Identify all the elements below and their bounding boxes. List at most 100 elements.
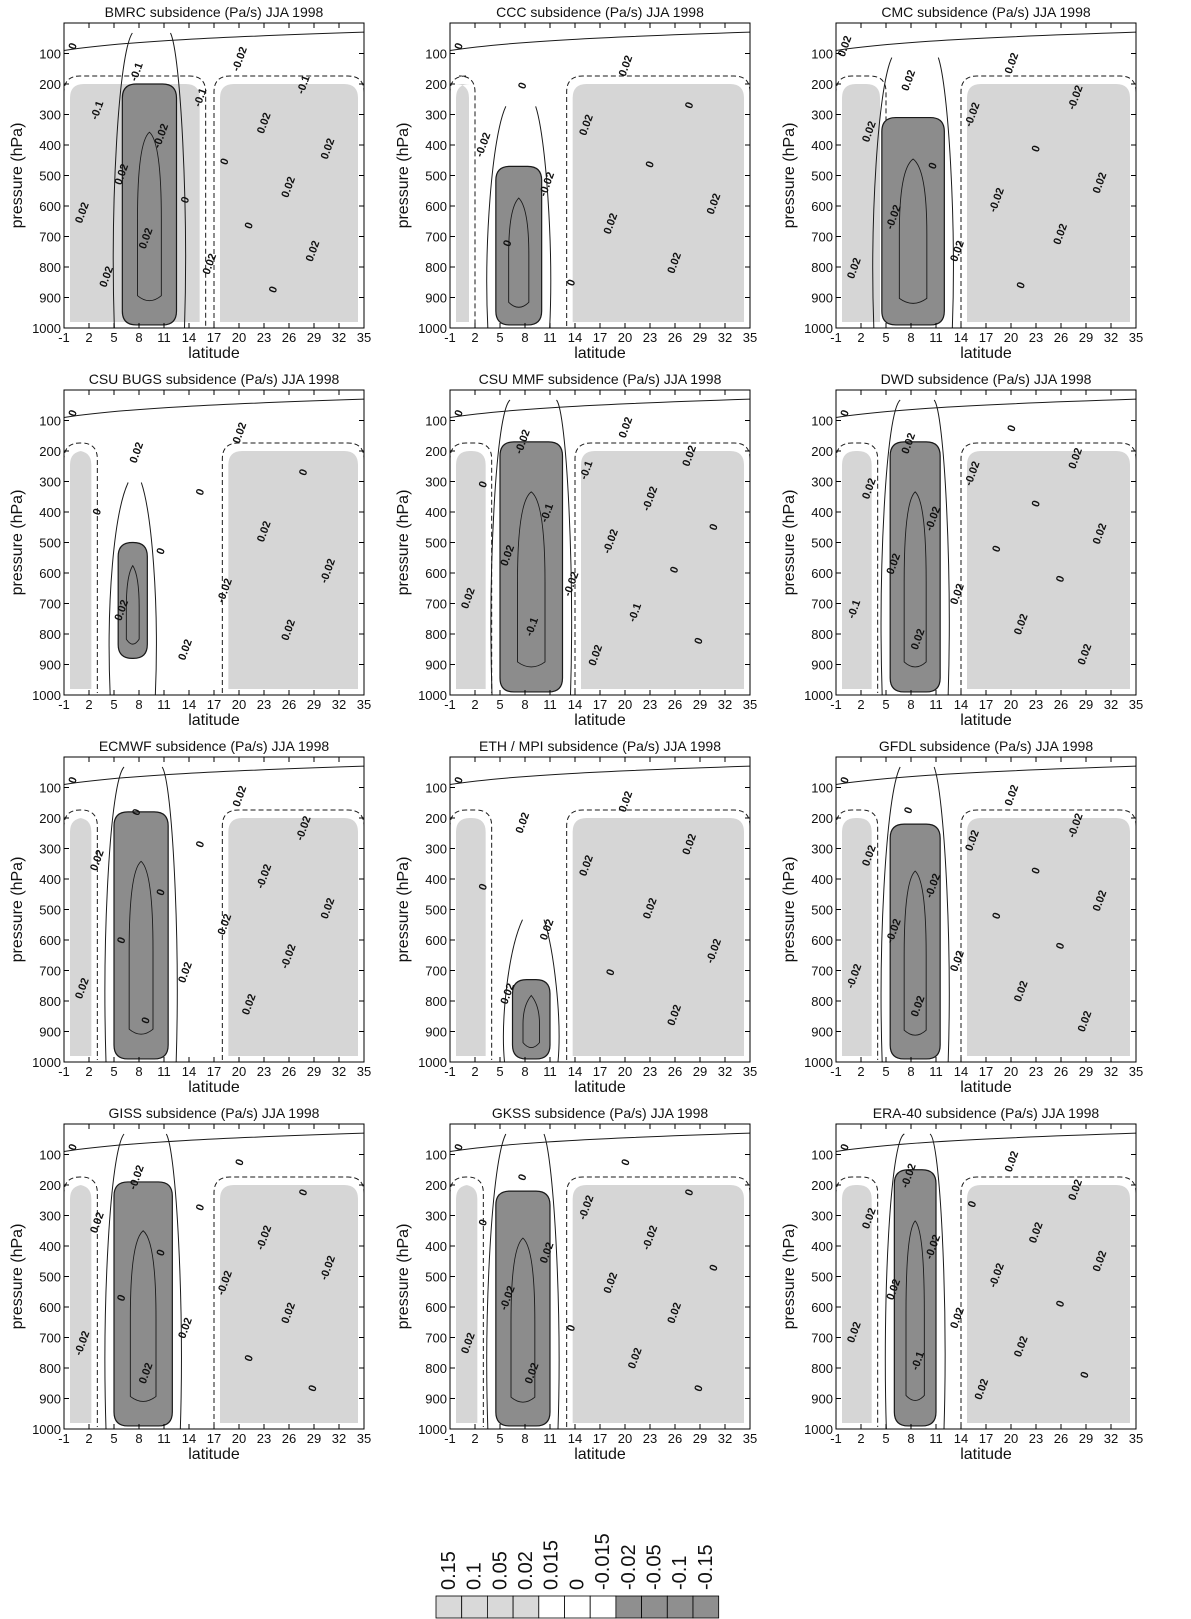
x-tick-label: 29	[693, 697, 707, 712]
x-tick-label: 29	[307, 1064, 321, 1079]
panel-title-ccc: CCC subsidence (Pa/s) JJA 1998	[496, 4, 704, 20]
y-tick-label: 600	[425, 199, 447, 214]
y-tick-label: 500	[39, 903, 61, 918]
x-tick-label: 5	[882, 1064, 889, 1079]
x-tick-label: 17	[979, 1064, 993, 1079]
positive-region-2	[967, 1185, 1130, 1423]
contour-label: 0	[194, 1203, 207, 1213]
x-tick-label: 17	[207, 1431, 221, 1446]
x-tick-label: 20	[232, 1431, 246, 1446]
contour-label: 0	[838, 1142, 851, 1152]
y-tick-label: 600	[39, 199, 61, 214]
x-tick-label: 35	[743, 1064, 757, 1079]
y-tick-label: 100	[39, 781, 61, 796]
x-tick-label: 5	[110, 330, 117, 345]
zero-contour-right	[170, 32, 187, 328]
y-tick-label: 1000	[804, 1422, 833, 1437]
contour-label: 0	[66, 1142, 79, 1152]
x-tick-label: 2	[471, 330, 478, 345]
x-tick-label: -1	[444, 697, 456, 712]
zero-contour-right	[933, 766, 950, 1062]
contour-label: 0.02	[176, 1316, 195, 1340]
contour-label: 0.02	[514, 811, 533, 835]
contour-label: 0	[838, 775, 851, 785]
y-tick-label: 600	[811, 199, 833, 214]
y-tick-label: 200	[39, 77, 61, 92]
contour-label: 0.02	[1003, 51, 1022, 75]
x-axis-label: latitude	[574, 1079, 626, 1096]
x-axis-label: latitude	[188, 345, 240, 362]
panel-title-bmrc: BMRC subsidence (Pa/s) JJA 1998	[105, 4, 324, 20]
contour-label: 0.02	[176, 960, 195, 984]
positive-region-2	[228, 818, 358, 1056]
x-tick-label: 26	[282, 330, 296, 345]
contour-label: 0	[516, 81, 529, 91]
contour-label: 0	[565, 1323, 578, 1333]
x-tick-label: 20	[232, 330, 246, 345]
contour-label: 0	[692, 636, 705, 646]
x-tick-label: 26	[668, 697, 682, 712]
dashed-contour-0.02	[450, 1176, 484, 1427]
y-tick-label: 400	[811, 872, 833, 887]
dashed-contour-0.02	[566, 1176, 750, 1427]
y-tick-label: 900	[425, 1392, 447, 1407]
y-tick-label: 800	[39, 1361, 61, 1376]
dashed-contour-0.02	[450, 75, 476, 326]
positive-region-2	[572, 84, 744, 322]
x-tick-label: 2	[85, 1064, 92, 1079]
y-tick-label: 800	[811, 260, 833, 275]
panel-7: ECMWF subsidence (Pa/s) JJA 199800.020-0…	[9, 738, 371, 1096]
y-axis-label: pressure (hPa)	[781, 1224, 798, 1330]
x-tick-label: -1	[58, 1064, 70, 1079]
contour-label: 0	[306, 1384, 319, 1394]
contour-label: 0	[477, 882, 490, 892]
inner-contour	[128, 860, 154, 1035]
contour-label: 0.02	[617, 415, 636, 439]
panel-11: GKSS subsidence (Pa/s) JJA 19980000-0.02…	[395, 1105, 757, 1463]
y-tick-label: 200	[425, 1178, 447, 1193]
x-tick-label: 5	[882, 1431, 889, 1446]
x-tick-label: 17	[593, 330, 607, 345]
x-tick-label: 23	[643, 697, 657, 712]
dashed-contour-0.02	[836, 1176, 879, 1427]
x-tick-label: 14	[182, 1064, 196, 1079]
y-tick-label: 400	[39, 505, 61, 520]
positive-region-2	[967, 451, 1130, 689]
inner-contour	[898, 158, 928, 304]
y-tick-label: 400	[425, 505, 447, 520]
zero-contour-right	[933, 399, 950, 695]
y-tick-label: 200	[811, 1178, 833, 1193]
contour-label: -0.02	[562, 570, 582, 598]
y-tick-label: 500	[425, 1270, 447, 1285]
colorbar-label: -0.05	[643, 1544, 665, 1590]
y-tick-label: 100	[811, 47, 833, 62]
panel-title-gfdl: GFDL subsidence (Pa/s) JJA 1998	[879, 738, 1093, 754]
x-tick-label: 26	[1054, 1431, 1068, 1446]
y-tick-label: 700	[39, 230, 61, 245]
contour-label: 0	[452, 1142, 465, 1152]
contour-label: 0	[1054, 574, 1067, 584]
x-tick-label: 29	[693, 1431, 707, 1446]
contour-label: 0	[927, 161, 940, 171]
y-tick-label: 100	[425, 1148, 447, 1163]
x-tick-label: 8	[135, 697, 142, 712]
positive-region-2	[220, 84, 358, 322]
panel-12: ERA-40 subsidence (Pa/s) JJA 199800.02-0…	[781, 1105, 1143, 1463]
contour-label: 0.02	[900, 68, 919, 92]
y-tick-label: 700	[425, 230, 447, 245]
y-tick-label: 300	[425, 475, 447, 490]
y-tick-label: 1000	[32, 688, 61, 703]
positive-region-1	[842, 818, 872, 1056]
x-tick-label: 17	[207, 697, 221, 712]
contour-label: 0	[1078, 1370, 1091, 1380]
x-axis-label: latitude	[960, 1446, 1012, 1463]
x-axis-label: latitude	[960, 345, 1012, 362]
panel-plot-area: 0.020.020.02-0.02-0.020.02000.02-0.02-0.…	[836, 31, 1136, 328]
x-tick-label: 23	[257, 1431, 271, 1446]
y-tick-label: 600	[39, 1300, 61, 1315]
y-tick-label: 300	[811, 108, 833, 123]
y-tick-label: 100	[811, 1148, 833, 1163]
ascent-core	[113, 811, 169, 1060]
